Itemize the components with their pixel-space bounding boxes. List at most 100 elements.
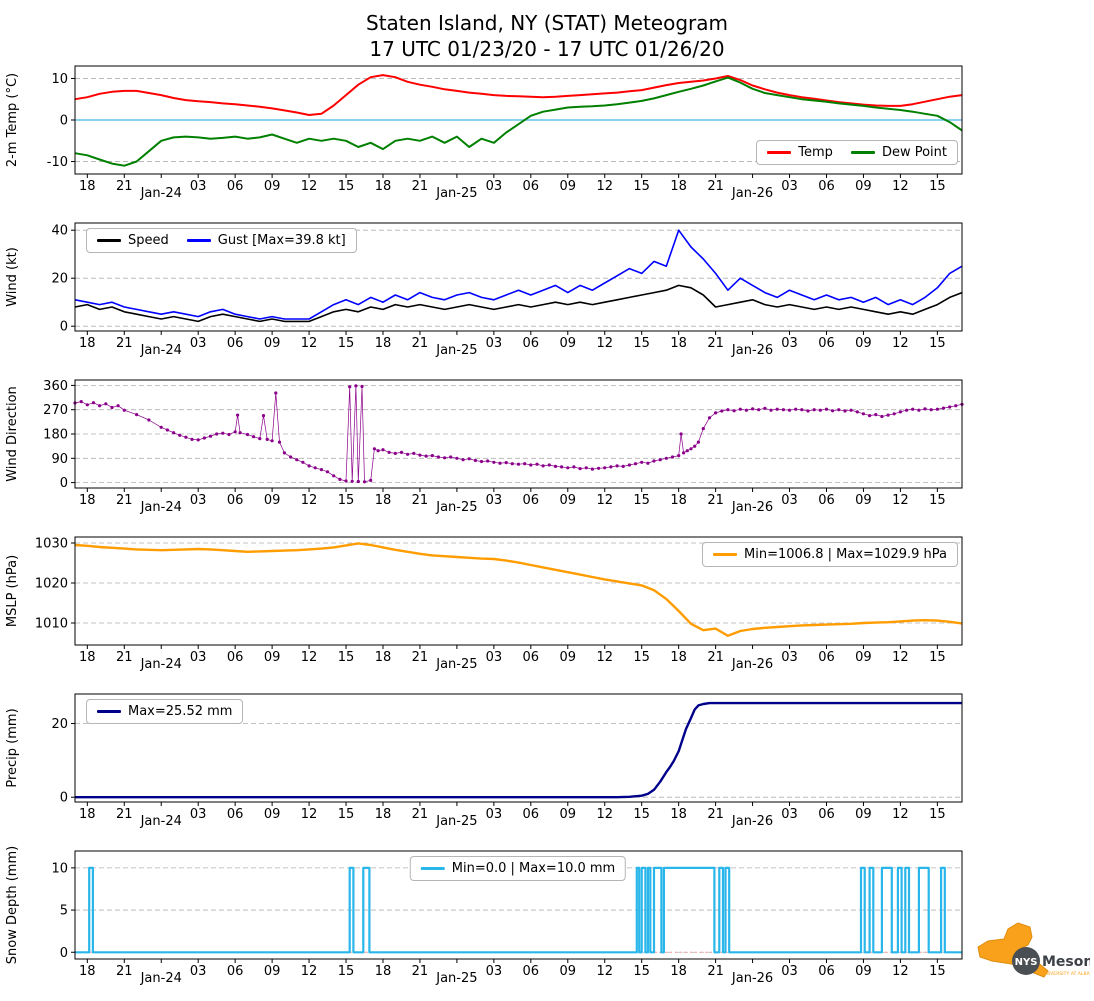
mslp-panel: MSLP (hPa) 1010 1020 1030 18 21 Jan-24 03 06 09 1… [0, 527, 1094, 684]
x-tick-date-label: Jan-26 [731, 814, 773, 829]
series-marker [917, 408, 921, 412]
snow-depth-panel: Snow Depth (mm) 0 5 10 18 21 Jan-24 03 06 09 12 15… [0, 841, 1094, 998]
series-marker [880, 414, 884, 419]
snow-depth-y-axis-label: Snow Depth (mm) [5, 846, 20, 964]
y-tick-label: 1020 [35, 577, 68, 592]
x-tick-label: 09 [264, 179, 281, 194]
x-tick-label: 03 [781, 336, 798, 351]
x-tick-label: 03 [781, 807, 798, 822]
series-marker [274, 391, 278, 395]
snow-depth-chart: Snow Depth (mm) 0 5 10 18 21 Jan-24 03 06 09 12 15… [5, 846, 963, 986]
x-tick-label: 15 [338, 336, 355, 351]
series-marker [941, 406, 946, 410]
x-tick-label: 03 [190, 807, 207, 822]
x-tick-label: 12 [892, 493, 909, 508]
x-tick-label: 12 [596, 179, 613, 194]
series-line-gust [74, 229, 963, 320]
series-marker [633, 462, 638, 466]
x-tick-label: 21 [116, 493, 133, 508]
series-marker [159, 425, 163, 429]
series-marker [245, 432, 250, 437]
x-tick-date-label: Jan-26 [731, 186, 773, 201]
meteogram-panels: 2-m Temp (°C) -10 0 10 18 21 Jan-24 03 06 09 12 15… [0, 56, 1094, 998]
series-marker [492, 460, 496, 464]
x-tick-label: 21 [707, 336, 724, 351]
series-marker [714, 411, 718, 415]
series-marker [812, 408, 816, 412]
x-tick-label: 21 [412, 493, 429, 508]
x-tick-label: 03 [486, 336, 503, 351]
x-tick-label: 18 [375, 179, 392, 194]
x-tick-label: 15 [929, 964, 946, 979]
x-tick-label: 09 [560, 807, 577, 822]
y-tick-label: 90 [51, 452, 68, 467]
series-marker [387, 450, 391, 454]
x-tick-label: 09 [560, 336, 577, 351]
y-tick-label: 360 [43, 379, 68, 394]
series-marker [720, 409, 724, 413]
x-tick-label: 06 [818, 964, 835, 979]
x-tick-label: 15 [338, 493, 355, 508]
series-line-temp [74, 74, 963, 116]
legend-item: Speed [97, 233, 169, 248]
y-tick-label: -10 [47, 155, 68, 170]
series-marker [701, 427, 705, 431]
y-tick-label: 180 [43, 428, 68, 443]
series-marker [855, 410, 859, 414]
x-tick-date-label: Jan-26 [731, 343, 773, 358]
x-tick-date-label: Jan-24 [140, 500, 182, 515]
x-tick-label: 15 [633, 179, 650, 194]
series-marker [184, 435, 188, 439]
series-marker [362, 480, 367, 484]
x-tick-label: 18 [670, 650, 687, 665]
x-tick-label: 09 [560, 650, 577, 665]
x-tick-label: 12 [301, 964, 318, 979]
series-marker [236, 413, 240, 417]
x-tick-label: 06 [523, 650, 540, 665]
x-tick-label: 09 [855, 336, 872, 351]
x-tick-label: 06 [818, 179, 835, 194]
series-marker [597, 466, 601, 470]
x-tick-label: 18 [79, 493, 96, 508]
wind-panel: Wind (kt) 0 20 40 18 21 Jan-24 03 06 09 12 15 18 21 J… [0, 213, 1094, 370]
series-marker [627, 463, 632, 467]
series-marker [252, 435, 256, 439]
series-marker [172, 431, 176, 435]
x-tick-date-label: Jan-24 [140, 971, 182, 986]
legend-line-swatch [97, 239, 121, 242]
legend-line-swatch [97, 710, 121, 713]
series-marker [354, 384, 358, 388]
x-tick-label: 18 [79, 650, 96, 665]
x-tick-label: 12 [301, 807, 318, 822]
series-marker [258, 437, 262, 441]
series-marker [147, 418, 151, 422]
x-tick-label: 21 [707, 964, 724, 979]
x-tick-label: 18 [79, 807, 96, 822]
y-tick-label: 0 [60, 320, 68, 335]
temp-chart: 2-m Temp (°C) -10 0 10 18 21 Jan-24 03 06 09 12 15… [5, 65, 963, 201]
x-tick-label: 06 [818, 807, 835, 822]
series-line-dew-point [74, 76, 963, 167]
series-marker [360, 384, 364, 389]
x-tick-date-label: Jan-26 [731, 500, 773, 515]
series-marker [787, 408, 792, 412]
chart-title-line2: 17 UTC 01/23/20 - 17 UTC 01/26/20 [369, 37, 725, 62]
series-marker [381, 448, 385, 452]
series-marker [843, 409, 847, 413]
x-tick-label: 06 [523, 179, 540, 194]
x-tick-label: 21 [116, 179, 133, 194]
series-marker [277, 440, 282, 444]
series-marker [553, 464, 558, 468]
series-marker [104, 402, 108, 406]
x-tick-label: 03 [486, 179, 503, 194]
x-tick-date-label: Jan-25 [435, 657, 477, 672]
series-marker [818, 408, 822, 412]
series-marker [486, 459, 490, 463]
x-tick-label: 18 [375, 493, 392, 508]
x-tick-label: 15 [633, 807, 650, 822]
series-marker [430, 454, 434, 458]
x-tick-label: 12 [892, 807, 909, 822]
x-tick-label: 18 [375, 807, 392, 822]
x-tick-label: 12 [892, 964, 909, 979]
series-marker [696, 440, 701, 444]
